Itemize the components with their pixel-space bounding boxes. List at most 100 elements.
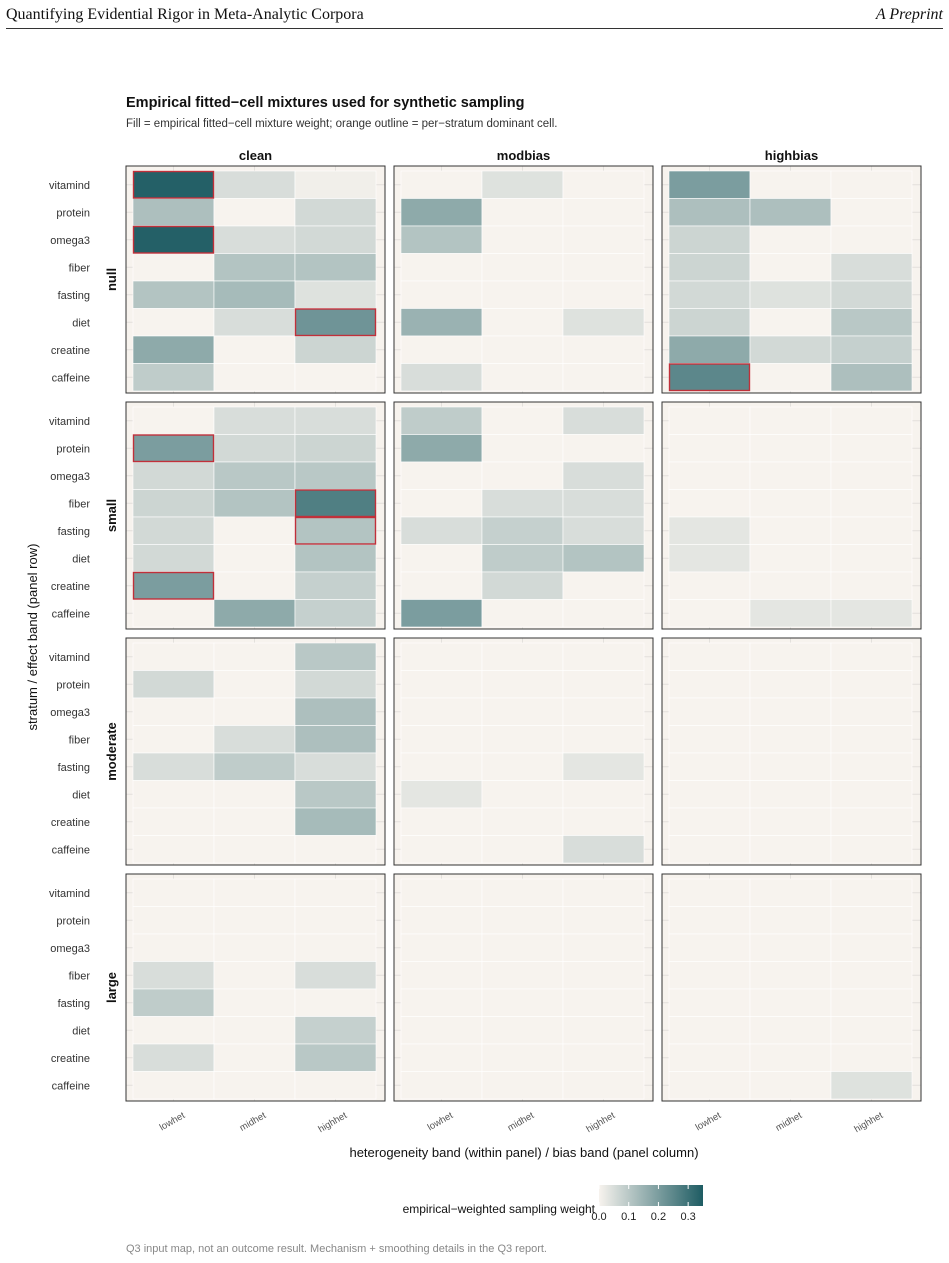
heatmap-cell: vitamind / highhet: 0: [830, 170, 913, 199]
heatmap-cell: protein / highhet: 0.06: [294, 198, 377, 227]
x-tick-label: midhet: [774, 1110, 805, 1134]
heatmap-cell: protein / midhet: 0.12: [749, 198, 832, 227]
heatmap-cell: fasting / highhet: 0.03: [562, 752, 645, 781]
heatmap-cell: caffeine / midhet: 0: [481, 599, 564, 628]
heatmap-cell: vitamind / highhet: 0.1: [294, 642, 377, 671]
heatmap-cell: diet / midhet: 0: [213, 1016, 296, 1045]
running-header-title: Quantifying Evidential Rigor in Meta-Ana…: [6, 6, 364, 23]
heatmap-cell: protein / highhet: 0: [294, 906, 377, 935]
heatmap-cell: omega3 / lowhet: 0: [132, 697, 215, 726]
heatmap-cell: caffeine / midhet: 0.03: [749, 599, 832, 628]
panel-large-modbias: vitamind / lowhet: 0vitamind / midhet: 0…: [393, 873, 654, 1102]
heatmap-cell: caffeine / lowhet: 0.09: [132, 363, 215, 392]
heatmap-cell: vitamind / lowhet: 0.2: [668, 170, 751, 199]
heatmap-cell: diet / midhet: 0.05: [213, 308, 296, 337]
heatmap-cell: vitamind / lowhet: 0: [668, 878, 751, 907]
heatmap-cell: creatine / midhet: 0: [481, 807, 564, 836]
heatmap-cell: creatine / midhet: 0: [213, 1043, 296, 1072]
heatmap-cell: caffeine / midhet: 0: [749, 363, 832, 392]
dominant-cell-outline: [132, 434, 215, 463]
x-tick-label: lowhet: [426, 1110, 456, 1133]
heatmap-cell: diet / highhet: 0.11: [562, 544, 645, 573]
y-tick-label: protein: [56, 679, 90, 691]
heatmap-cell: creatine / highhet: 0: [562, 571, 645, 600]
heatmap-cell: omega3 / lowhet: 0: [400, 697, 483, 726]
panel-border: [125, 637, 386, 866]
heatmap-cell: creatine / lowhet: 0.2: [132, 571, 215, 600]
y-tick-label: vitamind: [49, 180, 90, 192]
heatmap-cell: diet / lowhet: 0.03: [668, 544, 751, 573]
heatmap-cell: vitamind / lowhet: 0.34: [132, 170, 215, 199]
heatmap-cell: diet / midhet: 0: [749, 780, 832, 809]
heatmap-cell: omega3 / highhet: 0: [830, 225, 913, 254]
heatmap-cell: fasting / midhet: 0: [749, 988, 832, 1017]
heatmap-cell: creatine / highhet: 0: [562, 1043, 645, 1072]
y-tick-label: caffeine: [52, 844, 90, 856]
heatmap-cell: protein / midhet: 0: [213, 198, 296, 227]
heatmap-cell: protein / midhet: 0: [213, 670, 296, 699]
heatmap-cell: fiber / midhet: 0: [481, 725, 564, 754]
heatmap-cell: fasting / lowhet: 0.05: [400, 516, 483, 545]
heatmap-cell: creatine / highhet: 0: [562, 335, 645, 364]
heatmap-cell: caffeine / midhet: 0: [213, 835, 296, 864]
heatmap-cell: fasting / highhet: 0: [294, 988, 377, 1017]
heatmap-cell: creatine / lowhet: 0: [400, 1043, 483, 1072]
heatmap-cell: creatine / highhet: 0: [830, 571, 913, 600]
chart-subtitle: Fill = empirical fitted−cell mixture wei…: [126, 118, 557, 130]
heatmap-cell: fasting / midhet: 0.09: [213, 752, 296, 781]
x-tick-label: highhet: [585, 1110, 618, 1135]
panel-small-clean: vitamind / lowhet: 0vitamind / midhet: 0…: [125, 401, 386, 630]
heatmap-cell: protein / midhet: 0: [213, 906, 296, 935]
heatmap-cell: protein / highhet: 0: [562, 198, 645, 227]
heatmap-cell: diet / midhet: 0: [749, 308, 832, 337]
heatmap-cell: fiber / midhet: 0.11: [213, 489, 296, 518]
heatmap-cell: fasting / midhet: 0: [213, 516, 296, 545]
heatmap-cell: vitamind / highhet: 0.05: [294, 406, 377, 435]
heatmap-cell: caffeine / highhet: 0.04: [830, 1071, 913, 1100]
heatmap-cell: protein / highhet: 0.06: [294, 670, 377, 699]
heatmap-cell: fiber / midhet: 0.05: [213, 725, 296, 754]
panel-border: [661, 873, 922, 1102]
legend-tick-label: 0.0: [591, 1211, 606, 1223]
heatmap-cell: caffeine / midhet: 0.17: [213, 599, 296, 628]
heatmap-cell: fasting / midhet: 0.08: [481, 516, 564, 545]
heatmap-cell: protein / lowhet: 0: [668, 670, 751, 699]
strip-label-modbias: modbias: [497, 148, 550, 163]
heatmap-cell: caffeine / midhet: 0: [481, 1071, 564, 1100]
running-header-label: A Preprint: [875, 6, 943, 23]
y-tick-label: caffeine: [52, 372, 90, 384]
heatmap-cell: caffeine / midhet: 0: [481, 835, 564, 864]
heatmap-cell: fiber / lowhet: 0: [400, 489, 483, 518]
heatmap-cell: omega3 / lowhet: 0: [400, 461, 483, 490]
heatmap-cell: protein / midhet: 0: [749, 434, 832, 463]
y-tick-label: vitamind: [49, 416, 90, 428]
heatmap-cell: vitamind / lowhet: 0: [400, 878, 483, 907]
y-tick-label: fasting: [58, 998, 90, 1010]
legend-tick-label: 0.3: [680, 1211, 695, 1223]
y-tick-label: fasting: [58, 290, 90, 302]
heatmap-cell: diet / midhet: 0: [749, 1016, 832, 1045]
heatmap-cell: caffeine / lowhet: 0: [668, 1071, 751, 1100]
heatmap-cell: caffeine / lowhet: 0.2: [400, 599, 483, 628]
heatmap-cell: fasting / lowhet: 0.09: [132, 988, 215, 1017]
legend-title: empirical−weighted sampling weight: [403, 1202, 596, 1216]
y-tick-label: fiber: [69, 498, 91, 510]
heatmap-cell: fasting / lowhet: 0: [400, 752, 483, 781]
heatmap-cell: fasting / lowhet: 0: [400, 280, 483, 309]
y-tick-label: fasting: [58, 526, 90, 538]
heatmap-cell: creatine / highhet: 0.1: [294, 1043, 377, 1072]
heatmap-cell: caffeine / midhet: 0: [481, 363, 564, 392]
panel-border: [661, 401, 922, 630]
y-axis-title: stratum / effect band (panel row): [25, 544, 40, 731]
heatmap-cell: caffeine / highhet: 0.05: [562, 835, 645, 864]
heatmap-cell: diet / highhet: 0.1: [294, 780, 377, 809]
heatmap-cell: fiber / midhet: 0: [749, 253, 832, 282]
heatmap-cell: omega3 / midhet: 0.05: [213, 225, 296, 254]
panel-small-highbias: vitamind / lowhet: 0vitamind / midhet: 0…: [661, 401, 922, 630]
heatmap-cell: caffeine / highhet: 0: [562, 1071, 645, 1100]
heatmap-cell: vitamind / lowhet: 0: [668, 642, 751, 671]
heatmap-cell: diet / highhet: 0: [830, 1016, 913, 1045]
panel-border: [661, 637, 922, 866]
heatmap-cell: protein / highhet: 0: [830, 906, 913, 935]
